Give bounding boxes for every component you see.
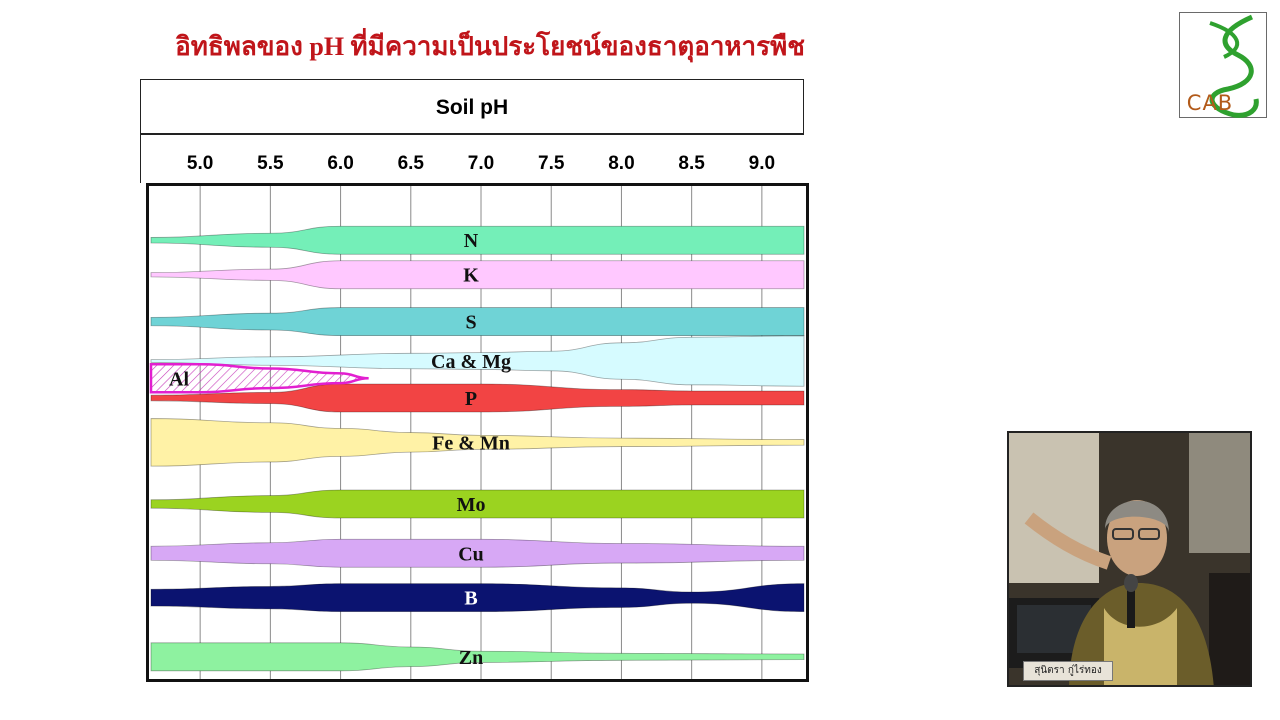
band-label: K <box>463 265 479 287</box>
logo-swirl-icon <box>1209 14 1259 118</box>
band-label: Al <box>169 368 189 390</box>
x-tick-label: 7.5 <box>538 153 565 174</box>
presenter-name-tag: สุนิตรา กู่ไร่ทอง <box>1023 661 1113 681</box>
axis-left-line <box>140 135 141 183</box>
x-tick-label: 9.0 <box>748 153 776 174</box>
x-tick-label: 5.5 <box>257 153 284 174</box>
x-tick-label: 5.0 <box>186 153 214 174</box>
band-s <box>150 307 805 336</box>
band-b <box>150 583 805 613</box>
band-k <box>150 260 805 290</box>
chart-header: Soil pH <box>140 79 804 135</box>
band-label: Cu <box>458 543 484 565</box>
band-fe-mn <box>150 418 805 467</box>
band-label: P <box>465 388 477 410</box>
band-label: S <box>465 312 476 334</box>
band-ca-mg <box>150 335 805 387</box>
x-tick-label: 8.5 <box>678 153 705 174</box>
band-label: Fe & Mn <box>432 432 510 454</box>
x-tick-label: 6.5 <box>397 153 424 174</box>
cab-logo: CAB <box>1179 12 1267 118</box>
band-mo <box>150 489 805 519</box>
band-label: Zn <box>459 647 483 669</box>
presenter-image <box>1009 433 1250 685</box>
x-tick-label: 7.0 <box>467 153 495 174</box>
ph-availability-chart: N K S Ca & Mg P Fe & Mn Mo Cu B Zn Al <box>146 183 809 682</box>
x-tick-label: 6.0 <box>327 153 354 174</box>
presenter-video: สุนิตรา กู่ไร่ทอง <box>1007 431 1252 687</box>
band-label: B <box>464 588 477 610</box>
logo-text: CAB <box>1186 91 1234 115</box>
band-label: Ca & Mg <box>431 351 511 373</box>
band-al <box>149 363 369 394</box>
band-cu <box>150 538 805 568</box>
band-label: Mo <box>457 494 486 516</box>
x-axis-label: Soil pH <box>435 96 509 119</box>
ph-chart-svg: NK S Ca & Mg P Fe & Mn Mo Cu B Zn Al <box>149 186 805 679</box>
band-label: N <box>464 230 479 252</box>
x-tick-label: 8.0 <box>608 153 635 174</box>
slide-title: อิทธิพลของ pH ที่มีความเป็นประโยชน์ของธา… <box>175 32 805 61</box>
band-zn <box>150 642 805 672</box>
band-n <box>150 225 805 255</box>
